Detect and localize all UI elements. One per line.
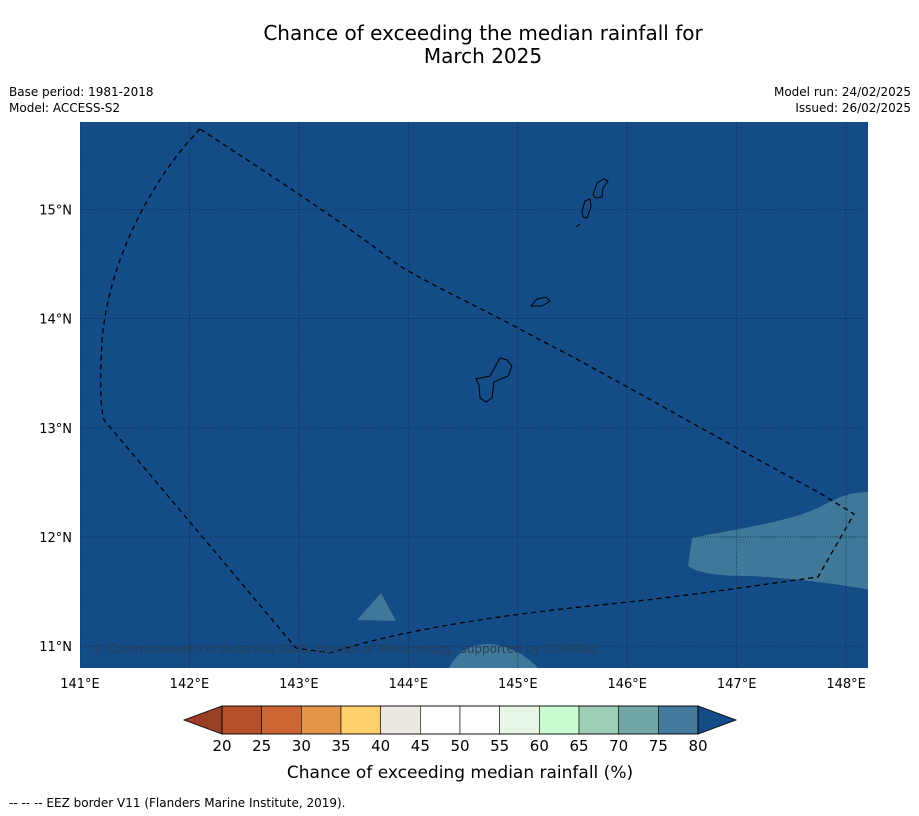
colorbar-tick-label: 70 [609, 737, 628, 755]
base-period: Base period: 1981-2018 [9, 85, 154, 99]
longitude-tick-label: 143°E [279, 677, 319, 692]
rota-island [529, 296, 551, 307]
model-name: Model: ACCESS-S2 [9, 101, 121, 115]
colorbar-segment [539, 705, 580, 735]
colorbar-tick-label: 30 [292, 737, 311, 755]
meta-left: Base period: 1981-2018 Model: ACCESS-S2 [9, 84, 154, 116]
tinian-island [581, 198, 592, 219]
colorbar-segment [618, 705, 659, 735]
longitude-tick-label: 147°E [717, 677, 757, 692]
latitude-tick-label: 12°N [39, 531, 72, 546]
colorbar-segments [221, 705, 699, 735]
colorbar-segment [221, 705, 262, 735]
colorbar-tick-label: 60 [530, 737, 549, 755]
colorbar-segment [578, 705, 619, 735]
probability-patch-small [357, 593, 396, 621]
colorbar-segment [261, 705, 302, 735]
colorbar-segment [380, 705, 421, 735]
colorbar-underflow-arrow [182, 705, 223, 735]
saipan-island [592, 178, 609, 199]
issued-date: Issued: 26/02/2025 [795, 101, 911, 115]
colorbar-overflow-arrow [697, 705, 738, 735]
colorbar-tick-label: 50 [450, 737, 469, 755]
colorbar-segment [420, 705, 461, 735]
colorbar-segment [459, 705, 500, 735]
longitude-tick-label: 145°E [498, 677, 538, 692]
eez-border [100, 128, 855, 654]
colorbar-tick-label: 20 [212, 737, 231, 755]
probability-patch-east [688, 492, 868, 590]
latitude-tick-label: 11°N [39, 640, 72, 655]
aguijan-island [575, 223, 581, 228]
colorbar-frame [221, 705, 699, 735]
latitude-tick-label: 15°N [39, 203, 72, 218]
longitude-tick-label: 148°E [826, 677, 866, 692]
islands [475, 178, 609, 403]
colorbar-segment [658, 705, 699, 735]
colorbar-tick-label: 45 [411, 737, 430, 755]
latitude-tick-label: 14°N [39, 313, 72, 328]
colorbar-tick-label: 25 [252, 737, 271, 755]
map-title: Chance of exceeding the median rainfall … [0, 22, 919, 68]
title-line-1: Chance of exceeding the median rainfall … [263, 21, 703, 45]
colorbar-tick-labels: 20 25 30 35 40 45 50 55 60 65 70 75 80 [212, 737, 707, 755]
latitude-tick-label: 13°N [39, 422, 72, 437]
colorbar-title: Chance of exceeding median rainfall (%) [287, 763, 633, 783]
colorbar-tick-label: 55 [490, 737, 509, 755]
map-panel: © Commonwealth of Australia 2025, Bureau… [80, 122, 868, 668]
guam-island [475, 357, 513, 403]
copyright-notice: © Commonwealth of Australia 2025, Bureau… [92, 642, 597, 656]
longitude-tick-label: 142°E [170, 677, 210, 692]
colorbar-segment [340, 705, 381, 735]
colorbar-tick-label: 80 [688, 737, 707, 755]
longitude-labels: 141°E 142°E 143°E 144°E 145°E 146°E 147°E 148°E [60, 677, 866, 692]
colorbar-tick-label: 40 [371, 737, 390, 755]
model-run: Model run: 24/02/2025 [773, 85, 911, 99]
graticule [80, 122, 868, 668]
longitude-tick-label: 144°E [389, 677, 429, 692]
colorbar-tick-label: 75 [649, 737, 668, 755]
colorbar: 20 25 30 35 40 45 50 55 60 65 70 75 80 Chance of exc… [182, 705, 738, 783]
eez-footnote: -- -- -- EEZ border V11 (Flanders Marine… [9, 796, 346, 810]
colorbar-segment [499, 705, 540, 735]
longitude-tick-label: 146°E [607, 677, 647, 692]
colorbar-tick-label: 65 [569, 737, 588, 755]
probability-patch-south [449, 644, 538, 668]
title-line-2: March 2025 [423, 44, 543, 68]
meta-right: Model run: 24/02/2025 Issued: 26/02/2025 [774, 84, 911, 116]
latitude-labels: 11°N 12°N 13°N 14°N 15°N [39, 203, 72, 655]
longitude-tick-label: 141°E [60, 677, 100, 692]
colorbar-segment [301, 705, 342, 735]
colorbar-tick-label: 35 [331, 737, 350, 755]
